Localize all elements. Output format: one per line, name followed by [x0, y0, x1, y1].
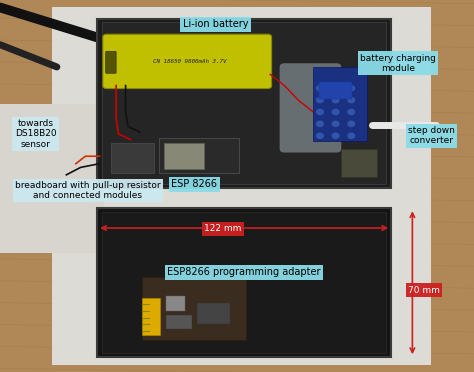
Text: 122 mm: 122 mm: [204, 224, 241, 233]
FancyBboxPatch shape: [106, 51, 116, 73]
Text: 70 mm: 70 mm: [408, 286, 440, 295]
FancyBboxPatch shape: [159, 138, 239, 173]
Text: battery charging
module: battery charging module: [360, 54, 436, 73]
Circle shape: [348, 109, 355, 115]
Text: CN 18650 9800mAh 3.7V: CN 18650 9800mAh 3.7V: [153, 59, 227, 64]
FancyBboxPatch shape: [319, 82, 352, 99]
FancyBboxPatch shape: [103, 34, 272, 89]
FancyBboxPatch shape: [102, 212, 386, 353]
Circle shape: [348, 97, 355, 103]
Text: ESP 8266: ESP 8266: [171, 179, 218, 189]
Circle shape: [317, 133, 323, 138]
Text: breadboard with pull-up resistor
and connected modules: breadboard with pull-up resistor and con…: [15, 181, 161, 200]
Circle shape: [348, 121, 355, 126]
FancyBboxPatch shape: [97, 19, 391, 188]
Text: towards
DS18B20
sensor: towards DS18B20 sensor: [15, 119, 56, 149]
Circle shape: [317, 109, 323, 115]
FancyBboxPatch shape: [97, 208, 391, 357]
Text: step down
converter: step down converter: [408, 126, 455, 145]
Circle shape: [348, 133, 355, 138]
Circle shape: [317, 97, 323, 103]
Text: ESP8266 programming adapter: ESP8266 programming adapter: [167, 267, 321, 277]
FancyBboxPatch shape: [313, 67, 367, 141]
Circle shape: [317, 86, 323, 91]
FancyBboxPatch shape: [142, 298, 160, 335]
Circle shape: [332, 109, 339, 115]
Text: Li-ion battery: Li-ion battery: [183, 19, 248, 29]
Circle shape: [332, 121, 339, 126]
FancyBboxPatch shape: [280, 63, 341, 153]
FancyBboxPatch shape: [0, 104, 104, 253]
FancyBboxPatch shape: [111, 143, 154, 173]
FancyBboxPatch shape: [142, 277, 246, 340]
FancyBboxPatch shape: [166, 296, 185, 311]
Circle shape: [348, 86, 355, 91]
FancyBboxPatch shape: [197, 303, 230, 324]
Circle shape: [332, 86, 339, 91]
FancyBboxPatch shape: [341, 149, 377, 177]
FancyBboxPatch shape: [102, 22, 386, 184]
Circle shape: [332, 133, 339, 138]
Circle shape: [317, 121, 323, 126]
Circle shape: [332, 97, 339, 103]
FancyBboxPatch shape: [52, 7, 431, 365]
FancyBboxPatch shape: [166, 315, 192, 329]
FancyBboxPatch shape: [164, 143, 204, 169]
